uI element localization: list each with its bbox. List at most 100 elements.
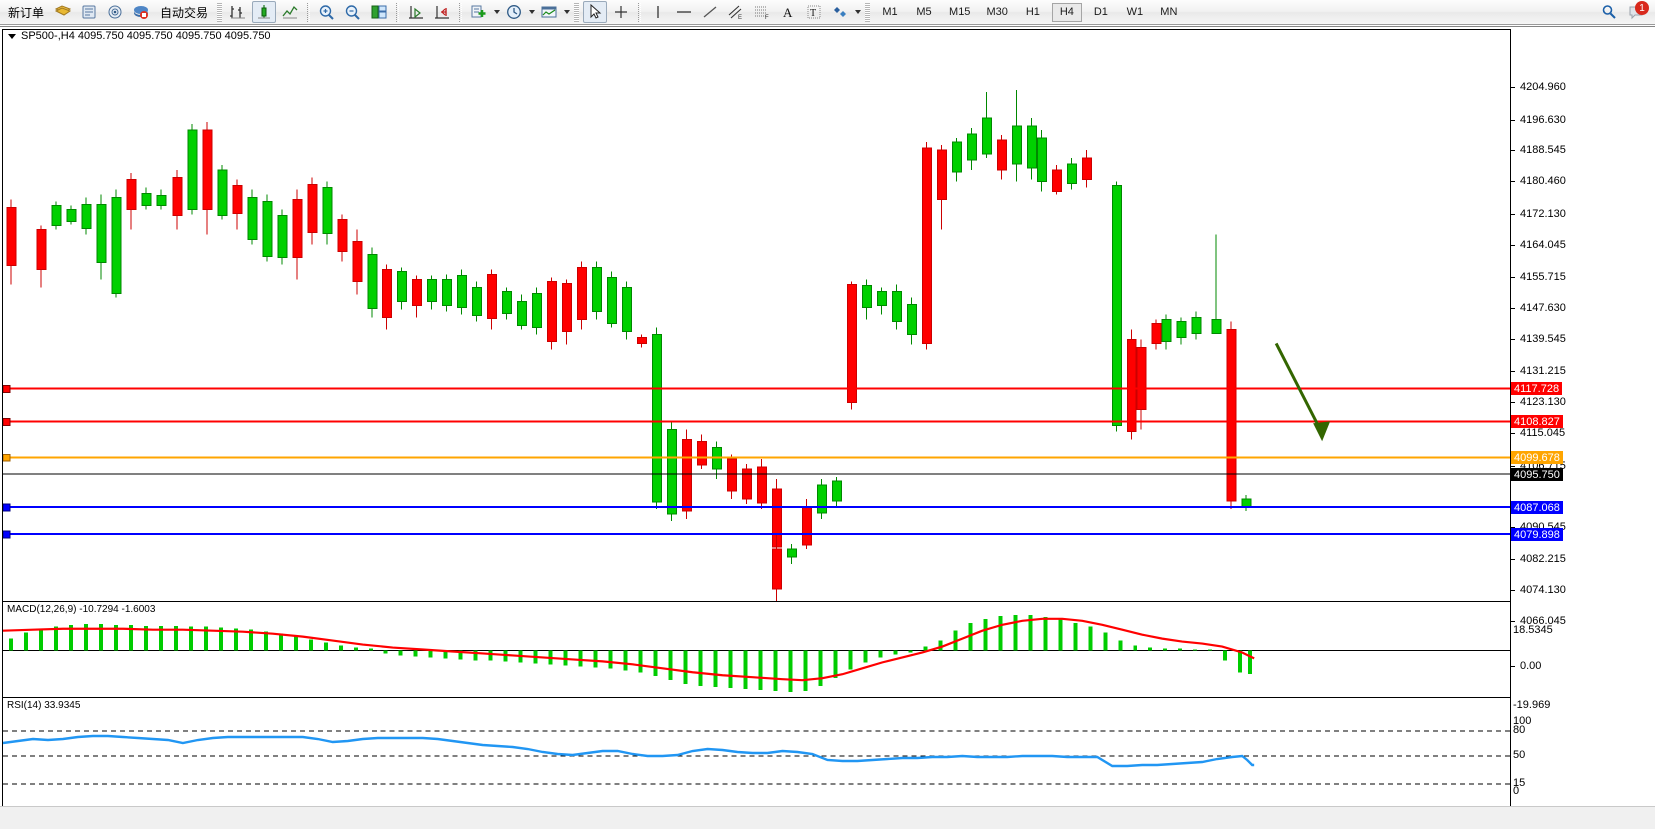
indicators-icon[interactable] xyxy=(467,1,491,23)
auto-scroll-icon[interactable] xyxy=(430,1,454,23)
last-price-tag: 4095.750 xyxy=(1511,468,1563,481)
rsi-series xyxy=(3,730,1510,785)
templates-dropdown-caret[interactable] xyxy=(562,2,571,22)
zoom-out-icon[interactable] xyxy=(341,1,365,23)
profile-folder-icon[interactable] xyxy=(51,1,75,23)
toolbar-separator-2 xyxy=(396,2,400,22)
macd-pane[interactable]: MACD(12,26,9) -10.7294 -1.6003 xyxy=(3,603,1510,698)
price-tick: 4188.545 xyxy=(1511,144,1568,156)
line-chart-icon[interactable] xyxy=(278,1,302,23)
toolbar-grip-2[interactable] xyxy=(574,2,580,22)
price-tick: 4115.045 xyxy=(1511,427,1567,439)
price-tick: 4204.960 xyxy=(1511,81,1568,93)
price-tick: 4066.045 xyxy=(1511,615,1568,627)
shapes-dropdown-caret[interactable] xyxy=(853,2,862,22)
timeframe-d1[interactable]: D1 xyxy=(1093,6,1108,18)
price-tick: 4074.130 xyxy=(1511,584,1568,596)
horizontal-line-icon[interactable] xyxy=(672,1,696,23)
svg-text:A: A xyxy=(783,5,793,20)
signals-icon[interactable] xyxy=(103,1,127,23)
macd-label: MACD(12,26,9) -10.7294 -1.6003 xyxy=(7,604,156,615)
price-tick: 4147.630 xyxy=(1511,302,1568,314)
resistance-level-tag-2[interactable]: 4108.827 xyxy=(1511,415,1563,428)
price-tick: 4082.215 xyxy=(1511,553,1568,565)
timeframe-mn[interactable]: MN xyxy=(1160,6,1178,18)
zoom-in-icon[interactable] xyxy=(315,1,339,23)
toolbar-separator-3 xyxy=(459,2,463,22)
notification-icon[interactable]: 1 xyxy=(1625,1,1649,22)
timeframe-h4[interactable]: H4 xyxy=(1051,2,1082,22)
trendline-icon[interactable] xyxy=(698,1,722,23)
svg-text:E: E xyxy=(738,15,742,20)
crosshair-icon[interactable] xyxy=(609,1,633,23)
periods-dropdown-caret[interactable] xyxy=(527,2,536,22)
toolbar-grip-3[interactable] xyxy=(865,2,871,22)
candlestick-chart-icon[interactable] xyxy=(252,1,277,23)
symbol-info-bar: SP500-,H4 4095.750 4095.750 4095.750 409… xyxy=(2,29,271,43)
resistance-level-tag-1[interactable]: 4117.728 xyxy=(1511,382,1563,395)
new-order-button[interactable]: 新订单 xyxy=(8,5,45,20)
rsi-line xyxy=(3,734,1255,768)
text-label-icon[interactable]: T xyxy=(802,1,826,23)
rsi-pane[interactable]: RSI(14) 33.9345 xyxy=(3,699,1510,809)
timeframe-m5[interactable]: M5 xyxy=(916,6,932,18)
chart-shift-icon[interactable] xyxy=(404,1,428,23)
price-tick: 4131.215 xyxy=(1511,365,1568,377)
price-tick: 4164.045 xyxy=(1511,239,1568,251)
cursor-icon[interactable] xyxy=(583,1,608,23)
svg-text:F: F xyxy=(765,15,769,20)
price-pane[interactable] xyxy=(3,30,1510,602)
equidistant-channel-icon[interactable]: E xyxy=(724,1,748,23)
timeframe-w1[interactable]: W1 xyxy=(1126,6,1144,18)
rsi-tick: 0 xyxy=(1513,785,1520,797)
shapes-icon[interactable] xyxy=(828,1,852,23)
auto-trading-icon[interactable] xyxy=(129,1,153,23)
bottom-status-strip xyxy=(0,806,1655,829)
price-axis[interactable]: 4204.960 4196.630 4188.545 4180.460 4172… xyxy=(1510,29,1655,810)
pivot-level-tag[interactable]: 4099.678 xyxy=(1511,451,1563,464)
timeframe-m15[interactable]: M15 xyxy=(949,6,971,18)
bearish-arrow-annotation xyxy=(1274,342,1331,442)
rsi-tick: 50 xyxy=(1513,749,1526,761)
notification-badge: 1 xyxy=(1635,1,1649,15)
data-window-icon[interactable] xyxy=(77,1,101,23)
macd-tick: -19.969 xyxy=(1513,699,1551,711)
rsi-tick: 80 xyxy=(1513,724,1526,736)
rsi-tick: 100 xyxy=(1513,715,1532,727)
macd-signal-line xyxy=(3,617,1255,682)
support-level-tag-1[interactable]: 4087.068 xyxy=(1511,501,1563,514)
bar-chart-icon[interactable] xyxy=(226,1,250,23)
vertical-line-icon[interactable] xyxy=(646,1,670,23)
rsi-tick: 15 xyxy=(1513,777,1526,789)
toolbar-separator xyxy=(307,2,311,22)
auto-trading-label[interactable]: 自动交易 xyxy=(160,5,209,20)
chart-window[interactable]: SP500-,H4 4095.750 4095.750 4095.750 409… xyxy=(0,26,1655,829)
support-level-tag-2[interactable]: 4079.898 xyxy=(1511,528,1563,541)
price-tick: 4155.715 xyxy=(1511,271,1568,283)
chart-menu-caret-icon[interactable] xyxy=(8,33,16,39)
timeframe-m1[interactable]: M1 xyxy=(882,6,898,18)
price-tick: 4196.630 xyxy=(1511,114,1568,126)
candlestick-series xyxy=(3,89,1510,601)
price-tick: 4180.460 xyxy=(1511,175,1568,187)
timeframe-m30[interactable]: M30 xyxy=(986,6,1008,18)
rsi-label: RSI(14) 33.9345 xyxy=(7,700,81,711)
text-icon[interactable]: A xyxy=(776,1,800,23)
plot-area[interactable]: MACD(12,26,9) -10.7294 -1.6003 xyxy=(2,29,1510,810)
macd-tick: 18.5345 xyxy=(1513,624,1553,636)
symbol-ohlc-text: SP500-,H4 4095.750 4095.750 4095.750 409… xyxy=(21,30,271,42)
periods-icon[interactable] xyxy=(502,1,526,23)
fibonacci-icon[interactable]: F xyxy=(750,1,774,23)
indicators-dropdown-caret[interactable] xyxy=(492,2,501,22)
templates-icon[interactable] xyxy=(537,1,561,23)
tile-windows-icon[interactable] xyxy=(367,1,391,23)
toolbar-grip[interactable] xyxy=(217,2,223,22)
macd-series xyxy=(3,614,1510,693)
timeframe-h1[interactable]: H1 xyxy=(1025,6,1040,18)
svg-text:T: T xyxy=(810,8,816,19)
search-icon[interactable] xyxy=(1599,2,1619,22)
toolbar-separator-4 xyxy=(638,2,642,22)
main-toolbar: 新订单 自动交易 xyxy=(0,0,1655,25)
price-tick: 4123.130 xyxy=(1511,396,1568,408)
